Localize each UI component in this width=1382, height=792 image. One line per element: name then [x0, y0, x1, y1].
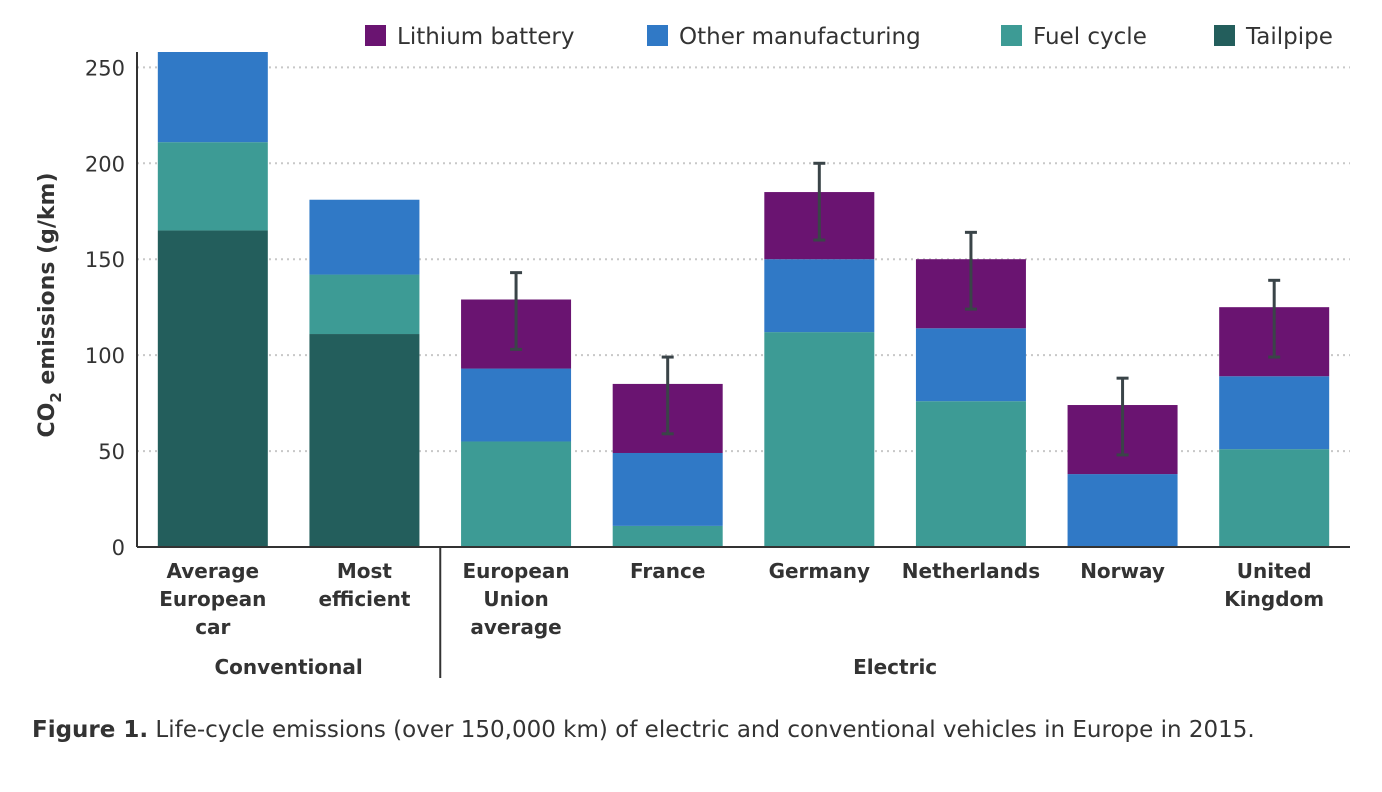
- y-tick-label-250: 250: [85, 56, 125, 80]
- bar-3-fuel-cycle: [612, 525, 723, 547]
- y-axis-label-sub: 2: [47, 392, 65, 402]
- axes: [136, 52, 1350, 548]
- bars: [157, 52, 1330, 547]
- category-label-3: France: [630, 559, 705, 583]
- y-tick-label-200: 200: [85, 152, 125, 176]
- legend-swatch-other-manufacturing: [647, 25, 668, 46]
- caption-text: Life-cycle emissions (over 150,000 km) o…: [148, 717, 1255, 743]
- legend-swatch-lithium-battery: [365, 25, 386, 46]
- bar-4-other-manufacturing: [764, 259, 875, 333]
- bar-4-fuel-cycle: [764, 332, 875, 547]
- bar-5-fuel-cycle: [915, 401, 1026, 547]
- category-label-6: Norway: [1080, 559, 1165, 583]
- legend-swatch-tailpipe: [1214, 25, 1235, 46]
- y-axis-label-rest: emissions (g/km): [35, 172, 60, 392]
- legend-label-lithium-battery: Lithium battery: [397, 24, 574, 50]
- bar-1-other-manufacturing: [309, 199, 420, 275]
- y-tick-label-50: 50: [98, 440, 125, 464]
- y-tick-label-100: 100: [85, 344, 125, 368]
- bar-1-fuel-cycle: [309, 274, 420, 335]
- bar-6-other-manufacturing: [1067, 474, 1178, 547]
- bar-2-fuel-cycle: [461, 441, 572, 547]
- category-labels: Average European car Most efficient European U…: [159, 559, 1324, 639]
- bar-1-tailpipe: [309, 334, 420, 547]
- bar-0-other-manufacturing: [157, 52, 268, 143]
- category-label-1: Most efficient: [318, 559, 410, 611]
- category-label-4: Germany: [769, 559, 870, 583]
- error-bars: [510, 161, 1281, 457]
- group-label-electric: Electric: [853, 655, 937, 679]
- bar-7-fuel-cycle: [1219, 449, 1330, 547]
- category-label-2: European Union average: [463, 559, 570, 639]
- legend-label-tailpipe: Tailpipe: [1245, 24, 1333, 50]
- y-tick-label-150: 150: [85, 248, 125, 272]
- category-label-7: United Kingdom: [1224, 559, 1324, 611]
- bar-0-fuel-cycle: [157, 142, 268, 231]
- category-label-5: Netherlands: [902, 559, 1040, 583]
- group-label-conventional: Conventional: [215, 655, 363, 679]
- y-axis-label: CO2 emissions (g/km): [35, 172, 65, 437]
- figure-caption: Figure 1. Life-cycle emissions (over 150…: [32, 712, 1352, 749]
- emissions-chart: 0 50 100 150 200 250 Average European car Most ef…: [35, 24, 1350, 679]
- bar-3-other-manufacturing: [612, 452, 723, 526]
- bar-7-other-manufacturing: [1219, 376, 1330, 450]
- category-label-0: Average European car: [159, 559, 266, 639]
- grid-lines: [137, 66, 1350, 453]
- caption-label: Figure 1.: [32, 717, 149, 743]
- bar-0-tailpipe: [157, 230, 268, 547]
- bar-5-other-manufacturing: [915, 328, 1026, 402]
- legend-swatch-fuel-cycle: [1001, 25, 1022, 46]
- legend-label-fuel-cycle: Fuel cycle: [1033, 24, 1147, 50]
- group-labels: Conventional Electric: [215, 547, 937, 679]
- y-axis-label-main: CO: [35, 403, 60, 438]
- bar-2-other-manufacturing: [461, 368, 572, 442]
- legend-label-other-manufacturing: Other manufacturing: [679, 24, 921, 50]
- y-axis-ticks: 0 50 100 150 200 250: [85, 56, 125, 560]
- legend: Lithium battery Other manufacturing Fuel c…: [365, 24, 1333, 50]
- y-tick-label-0: 0: [112, 536, 125, 560]
